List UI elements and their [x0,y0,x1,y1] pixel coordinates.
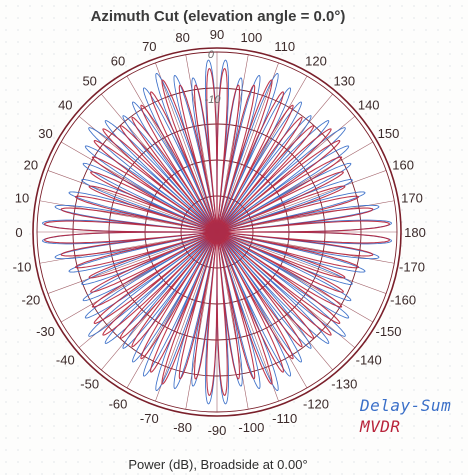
grid-spoke-100 [216,54,249,233]
angle-label-110: 110 [274,39,295,54]
grid-spoke-70 [155,62,218,233]
angle-label--90: -90 [208,423,227,438]
angle-label--150: -150 [375,324,401,339]
angle-label--40: -40 [56,352,75,367]
x-axis-label: Power (dB), Broadside at 0.00° [128,457,308,472]
angle-label--50: -50 [80,377,99,392]
series-line-mvdr [44,67,390,397]
radial-tick-labels: 0 -10 [205,49,222,106]
angle-label-20: 20 [24,157,38,172]
angle-label-30: 30 [38,126,52,141]
angle-label--130: -130 [331,377,357,392]
angle-label-130: 130 [333,73,355,88]
angle-label-40: 40 [58,98,72,113]
radial-label-1: -10 [205,94,222,106]
grid-spoke-290 [155,231,218,402]
angle-label--10: -10 [13,259,32,274]
angle-label-90: 90 [210,27,224,42]
grid-spoke-280 [185,231,218,410]
angle-label--140: -140 [356,352,382,367]
angle-label-170: 170 [401,191,423,206]
angle-label--110: -110 [272,411,297,426]
angle-label-80: 80 [175,30,189,45]
grid-spoke-110 [216,62,279,233]
angle-label-140: 140 [358,98,380,113]
angle-label-150: 150 [378,126,400,141]
chart-title: Azimuth Cut (elevation angle = 0.0°) [90,8,346,25]
angle-label--170: -170 [399,259,425,274]
angle-label-10: 10 [15,191,29,206]
angle-label--100: -100 [238,420,264,435]
angle-label--30: -30 [36,324,55,339]
angle-label-50: 50 [82,73,96,88]
angle-label--80: -80 [173,420,192,435]
radial-label-0: 0 [208,49,215,61]
angle-label--120: -120 [303,397,329,412]
angle-label-60: 60 [111,54,125,69]
grid-spoke-250 [216,231,279,402]
grid-spoke-80 [185,54,218,233]
grid-spoke-160 [216,170,387,233]
outer-ring [32,47,402,417]
angle-label--70: -70 [140,411,159,426]
angle-label--60: -60 [109,397,128,412]
angle-label-100: 100 [241,30,263,45]
angle-label-70: 70 [142,39,156,54]
grid-spoke-200 [216,231,387,294]
legend-entry-mvdr: MVDR [360,417,401,436]
grid-spoke-260 [216,231,249,410]
angle-label--20: -20 [22,293,41,308]
angle-label-180: 180 [404,225,426,240]
series-layer [42,59,392,405]
grid-spoke-20 [47,170,218,233]
angle-label-120: 120 [305,54,327,69]
legend-entry-delay-sum: Delay-Sum [360,396,452,415]
angle-label--160: -160 [390,293,416,308]
angle-label-160: 160 [392,157,414,172]
angle-label-0: 0 [15,225,22,240]
grid-spoke-340 [47,231,218,294]
